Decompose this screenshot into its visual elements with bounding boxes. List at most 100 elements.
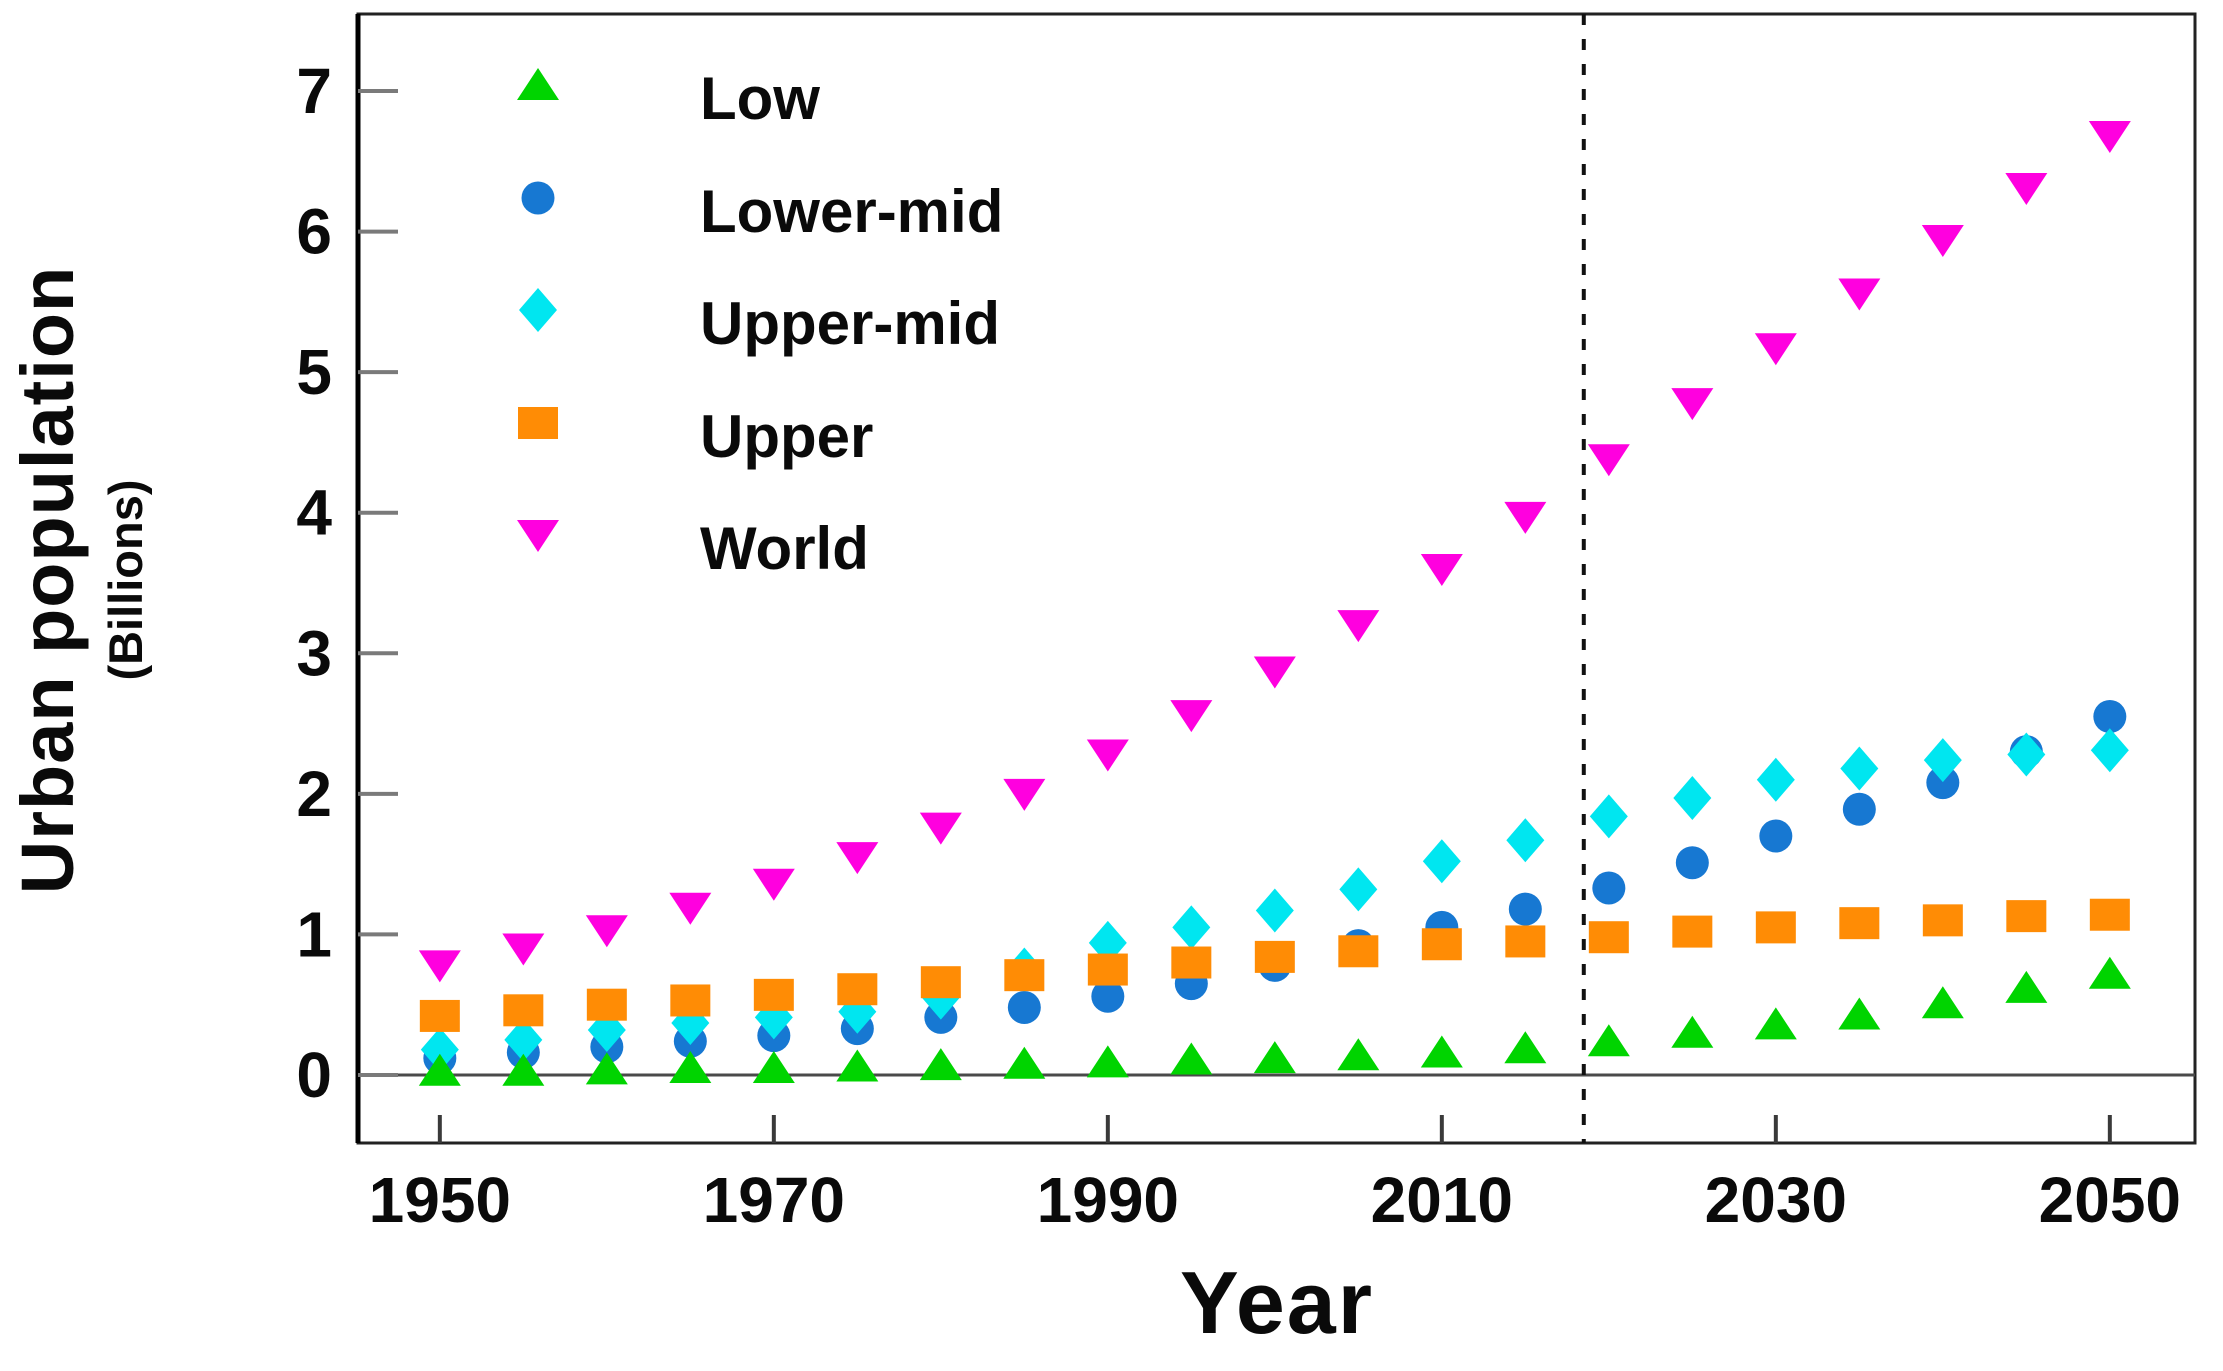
data-point-low	[1170, 1042, 1213, 1075]
data-point-world	[418, 950, 461, 983]
legend-label-world: World	[700, 515, 869, 582]
data-point-lower-mid	[1759, 819, 1793, 853]
data-point-upper	[2089, 898, 2130, 931]
data-point-lower-mid	[1508, 892, 1542, 926]
data-point-upper	[1171, 946, 1212, 979]
data-point-world	[585, 915, 628, 948]
data-point-upper	[1087, 953, 1128, 986]
data-point-low	[2088, 956, 2131, 989]
data-point-upper	[1755, 911, 1796, 944]
data-point-upper	[1672, 915, 1713, 948]
data-point-upper	[670, 984, 711, 1017]
data-point-upper-mid	[1172, 905, 1211, 950]
data-point-upper-mid	[1422, 839, 1461, 884]
data-point-upper	[837, 973, 878, 1006]
y-tick-label: 3	[296, 617, 332, 689]
x-tick-label: 1950	[369, 1164, 511, 1236]
legend-marker-low	[517, 68, 559, 100]
data-point-world	[1337, 610, 1380, 643]
y-tick-label: 0	[296, 1039, 332, 1111]
data-point-world	[1671, 388, 1714, 421]
legend-label-upper-mid: Upper-mid	[700, 290, 1000, 357]
data-point-upper	[1338, 935, 1379, 968]
data-point-world	[2005, 173, 2048, 206]
data-point-upper	[920, 966, 961, 999]
data-point-low	[502, 1053, 545, 1086]
data-point-upper-mid	[1339, 867, 1378, 912]
data-point-world	[1420, 553, 1463, 586]
data-point-upper-mid	[420, 1027, 459, 1072]
data-point-upper	[2006, 900, 2047, 933]
y-tick-label: 1	[296, 898, 332, 970]
data-point-upper-mid	[2090, 728, 2129, 773]
data-point-upper	[1588, 921, 1629, 954]
x-tick-label: 2010	[1371, 1164, 1513, 1236]
y-tick-label: 4	[296, 477, 332, 549]
data-point-upper	[586, 988, 627, 1021]
y-tick-label: 7	[296, 55, 332, 127]
x-axis-title: Year	[1180, 1253, 1374, 1352]
data-point-upper	[1004, 959, 1045, 992]
data-point-low	[669, 1050, 712, 1083]
data-point-world	[1754, 333, 1797, 366]
data-point-low	[1337, 1038, 1380, 1071]
data-point-low	[1838, 997, 1881, 1030]
data-point-low	[1003, 1046, 1046, 1079]
data-point-lower-mid	[1592, 871, 1626, 905]
data-point-low	[1504, 1031, 1547, 1064]
data-point-low	[1420, 1035, 1463, 1068]
data-point-upper-mid	[1673, 776, 1712, 821]
data-point-upper-mid	[1923, 738, 1962, 783]
data-point-world	[752, 868, 795, 901]
data-point-upper	[1839, 907, 1880, 940]
data-point-upper	[503, 994, 544, 1027]
data-point-lower-mid	[1675, 846, 1709, 880]
data-point-low	[1921, 986, 1964, 1019]
y-tick-label: 5	[296, 336, 332, 408]
data-point-upper-mid	[1589, 794, 1628, 839]
data-point-upper	[753, 978, 794, 1011]
data-point-world	[1921, 225, 1964, 258]
y-axis-units-label: (Billions)	[99, 479, 152, 681]
y-tick-label: 2	[296, 758, 332, 830]
legend-marker-lower-mid	[521, 181, 555, 215]
data-point-upper-mid	[2007, 732, 2046, 777]
x-tick-label: 1990	[1037, 1164, 1179, 1236]
data-point-low	[1086, 1045, 1129, 1078]
data-point-upper-mid	[1506, 818, 1545, 863]
data-point-low	[919, 1048, 962, 1081]
data-point-upper-mid	[1756, 757, 1795, 802]
y-tick-label: 6	[296, 196, 332, 268]
legend-label-upper: Upper	[700, 403, 873, 470]
data-point-lower-mid	[1007, 990, 1041, 1024]
data-point-world	[1504, 501, 1547, 534]
data-point-upper-mid	[1840, 746, 1879, 791]
data-point-low	[836, 1049, 879, 1082]
data-point-low	[1587, 1024, 1630, 1057]
data-point-upper	[1421, 928, 1462, 961]
data-point-world	[1170, 700, 1213, 733]
data-point-upper-mid	[504, 1017, 543, 1062]
data-point-upper-mid	[1255, 888, 1294, 933]
data-point-upper	[419, 999, 460, 1032]
data-point-lower-mid	[1091, 979, 1125, 1013]
x-tick-label: 2050	[2039, 1164, 2181, 1236]
legend-marker-upper	[518, 407, 558, 439]
data-point-low	[1754, 1007, 1797, 1040]
data-point-low	[2005, 970, 2048, 1003]
data-point-upper	[1254, 940, 1295, 973]
data-point-lower-mid	[2093, 700, 2127, 734]
y-axis-title: Urban population	[6, 265, 89, 895]
data-point-low	[1671, 1015, 1714, 1048]
data-point-world	[2088, 121, 2131, 154]
data-point-low	[418, 1053, 461, 1086]
x-tick-label: 1970	[703, 1164, 845, 1236]
data-point-upper	[1505, 925, 1546, 958]
data-point-world	[1086, 739, 1129, 772]
legend-label-low: Low	[700, 65, 820, 132]
data-point-world	[502, 933, 545, 966]
data-point-low	[1253, 1041, 1296, 1074]
data-point-world	[836, 842, 879, 875]
